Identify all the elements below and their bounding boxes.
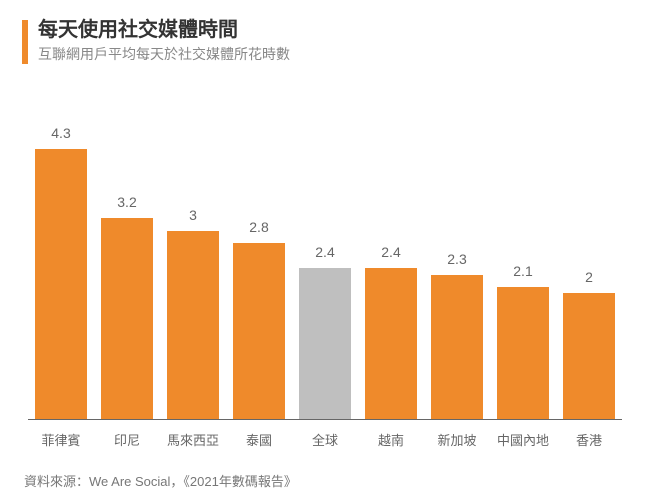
x-axis: 菲律賓印尼馬來西亞泰國全球越南新加坡中國內地香港 bbox=[22, 420, 628, 449]
x-axis-label: 印尼 bbox=[94, 430, 160, 449]
bar-value-label: 2.4 bbox=[315, 244, 334, 260]
x-axis-label: 泰國 bbox=[226, 430, 292, 449]
bar-value-label: 2.1 bbox=[513, 263, 532, 279]
x-axis-label: 中國內地 bbox=[490, 430, 556, 449]
bar-column: 2.8 bbox=[226, 93, 292, 419]
bar-value-label: 4.3 bbox=[51, 125, 70, 141]
bar-value-label: 2.4 bbox=[381, 244, 400, 260]
chart-subtitle: 互聯網用戶平均每天於社交媒體所花時數 bbox=[38, 45, 290, 65]
title-block: 每天使用社交媒體時間 互聯網用戶平均每天於社交媒體所花時數 bbox=[38, 18, 290, 65]
bar bbox=[101, 218, 153, 419]
bar-value-label: 3.2 bbox=[117, 194, 136, 210]
source-text: 資料來源：We Are Social，《2021年數碼報告》 bbox=[22, 471, 628, 490]
chart-container: 每天使用社交媒體時間 互聯網用戶平均每天於社交媒體所花時數 4.3 3.2 3 2.8… bbox=[0, 0, 650, 500]
bar-column: 2.4 bbox=[292, 93, 358, 419]
bar-column: 3 bbox=[160, 93, 226, 419]
x-axis-label: 新加坡 bbox=[424, 430, 490, 449]
bar bbox=[497, 287, 549, 419]
bar bbox=[431, 275, 483, 419]
bar-value-label: 2.3 bbox=[447, 251, 466, 267]
bar-column: 4.3 bbox=[28, 93, 94, 419]
chart-title: 每天使用社交媒體時間 bbox=[38, 18, 290, 43]
bar bbox=[299, 268, 351, 419]
plot-area: 4.3 3.2 3 2.8 2.4 2.4 2.3 2.1 2 bbox=[22, 93, 628, 419]
bar bbox=[167, 231, 219, 419]
title-accent-bar bbox=[22, 20, 28, 64]
x-axis-label: 馬來西亞 bbox=[160, 430, 226, 449]
x-axis-label: 越南 bbox=[358, 430, 424, 449]
bar-column: 2.1 bbox=[490, 93, 556, 419]
bar-value-label: 3 bbox=[189, 207, 197, 223]
bar-value-label: 2 bbox=[585, 269, 593, 285]
bar-column: 2 bbox=[556, 93, 622, 419]
bar bbox=[563, 293, 615, 419]
bar-column: 2.3 bbox=[424, 93, 490, 419]
bar-value-label: 2.8 bbox=[249, 219, 268, 235]
bar bbox=[365, 268, 417, 419]
x-axis-label: 菲律賓 bbox=[28, 430, 94, 449]
bar-column: 3.2 bbox=[94, 93, 160, 419]
bar bbox=[233, 243, 285, 419]
x-axis-label: 香港 bbox=[556, 430, 622, 449]
x-axis-label: 全球 bbox=[292, 430, 358, 449]
bar-column: 2.4 bbox=[358, 93, 424, 419]
header: 每天使用社交媒體時間 互聯網用戶平均每天於社交媒體所花時數 bbox=[22, 18, 628, 65]
bar bbox=[35, 149, 87, 419]
